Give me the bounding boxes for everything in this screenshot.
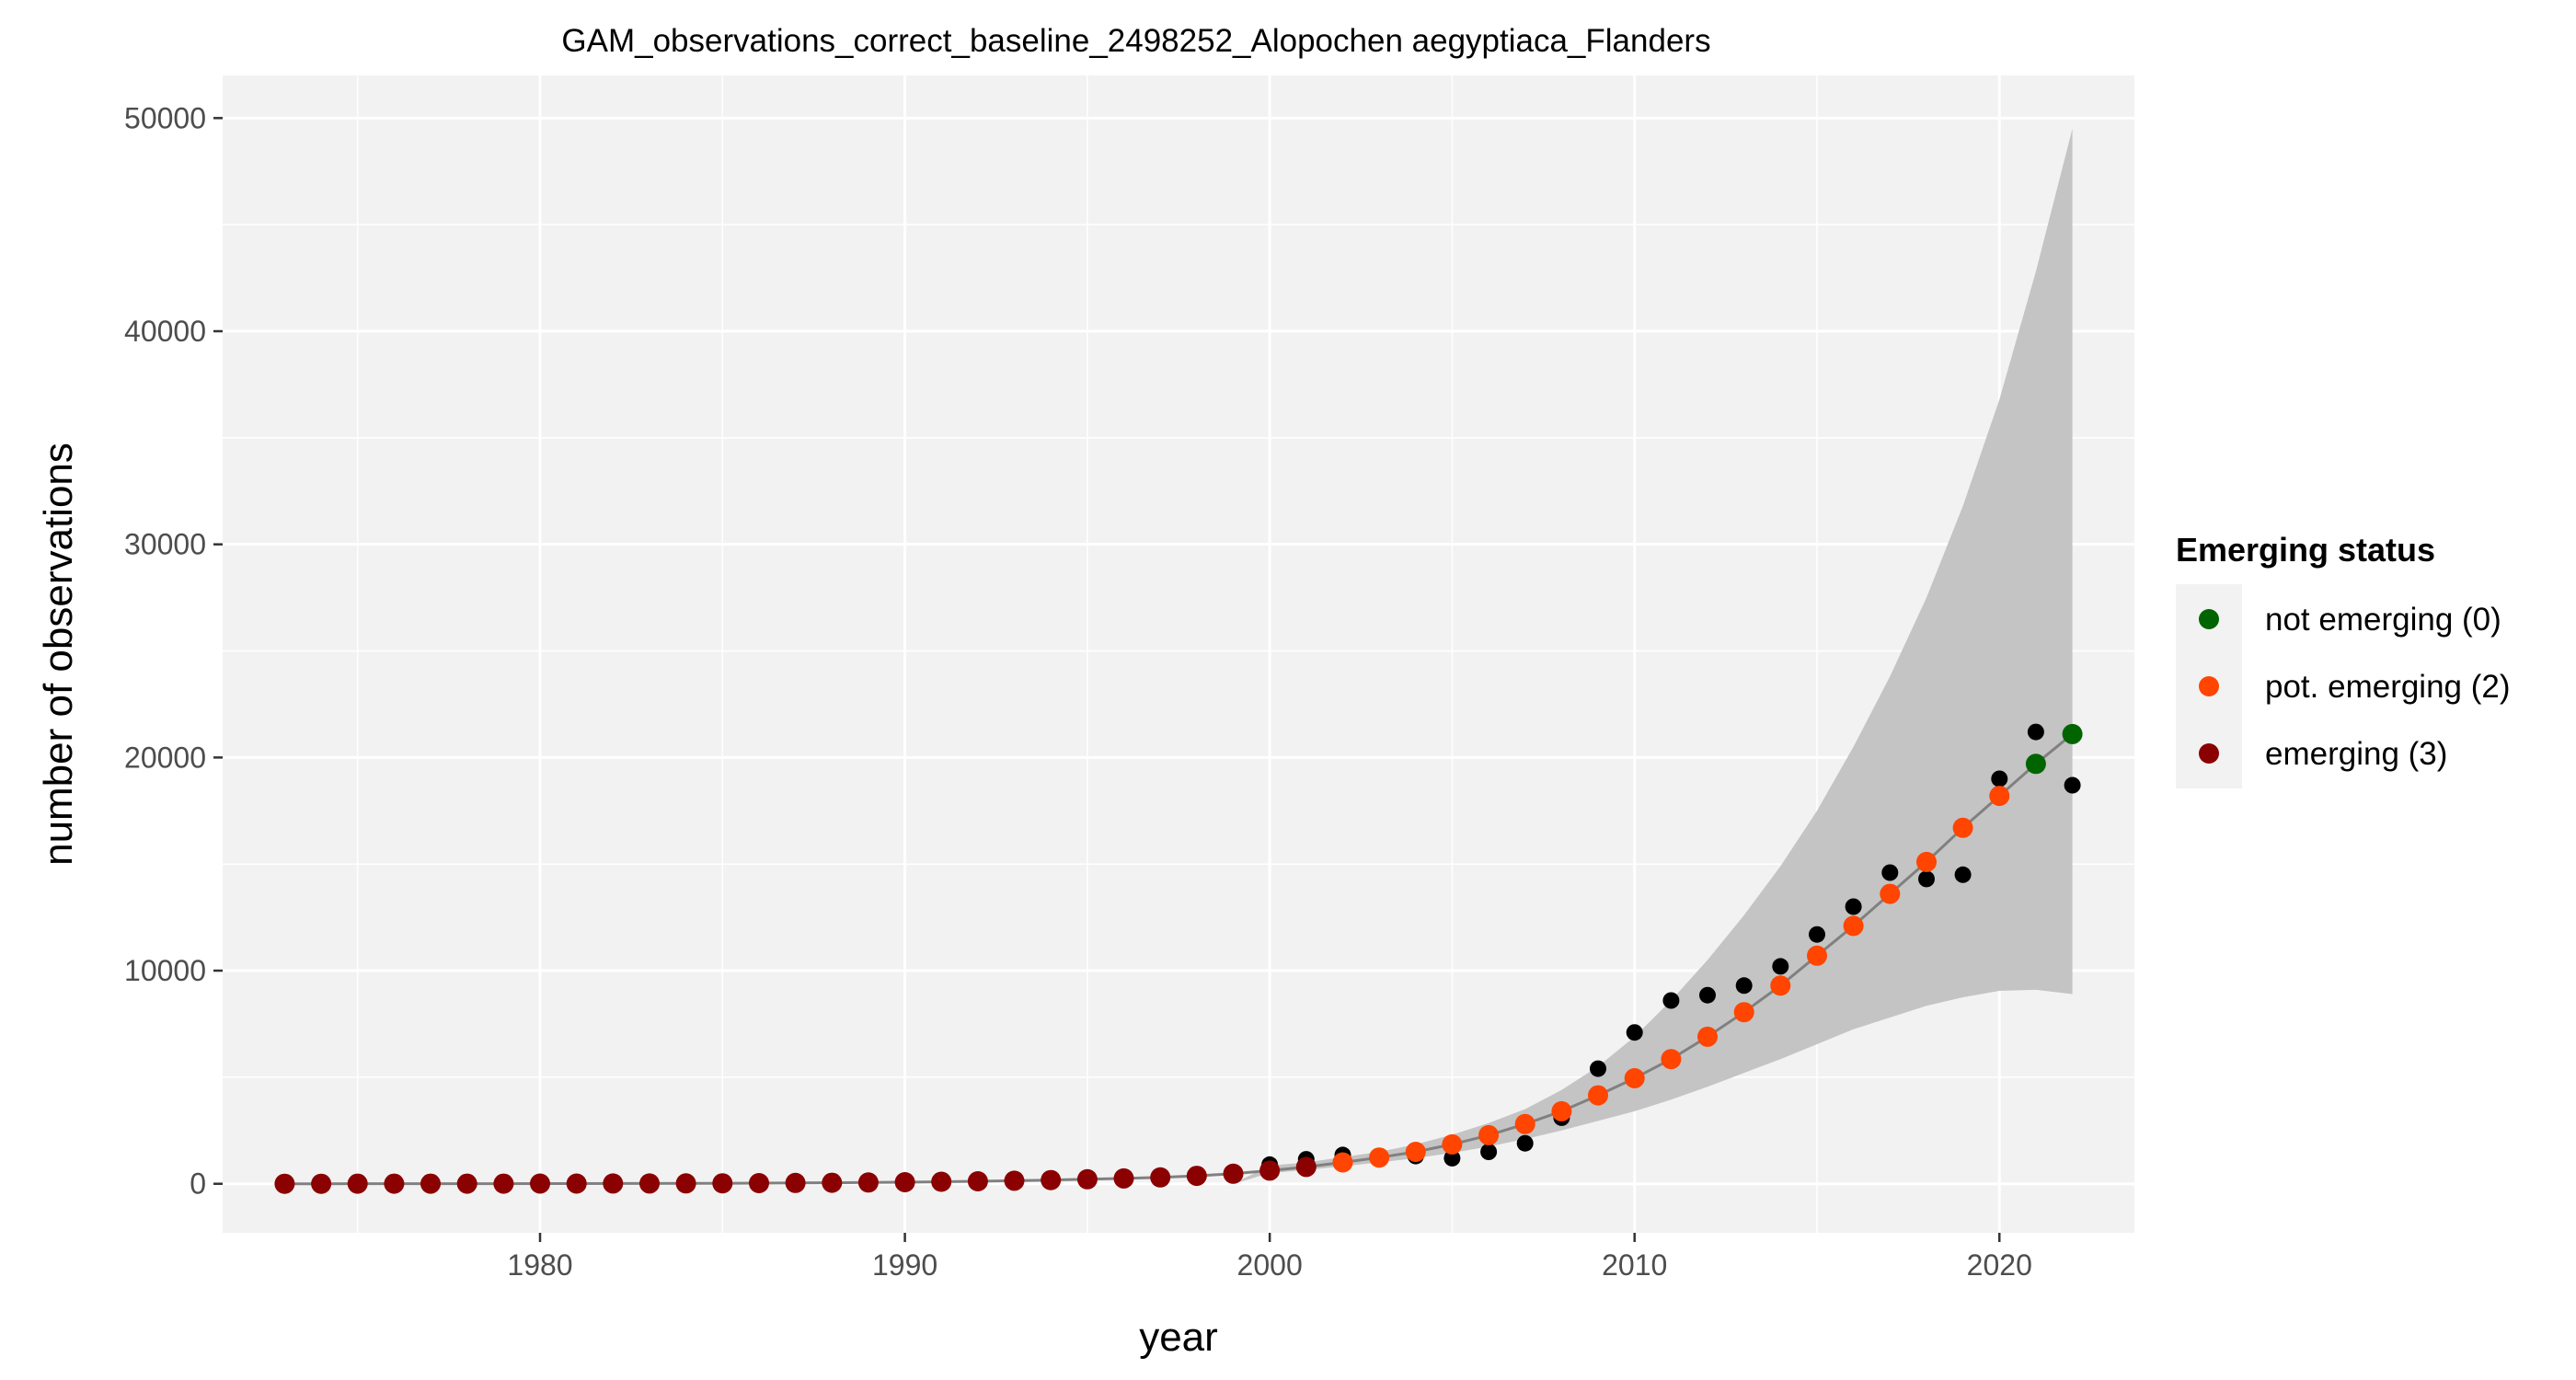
fitted-point bbox=[1113, 1167, 1134, 1189]
fitted-point bbox=[1916, 851, 1937, 872]
fitted-point bbox=[1259, 1160, 1281, 1181]
fitted-point bbox=[1186, 1166, 1207, 1187]
fitted-point bbox=[1004, 1170, 1025, 1191]
fitted-point bbox=[1952, 817, 1973, 838]
fitted-point bbox=[1332, 1152, 1353, 1173]
fitted-point bbox=[1624, 1068, 1645, 1088]
fitted-point bbox=[1442, 1133, 1463, 1155]
fitted-point bbox=[456, 1173, 477, 1194]
fitted-point bbox=[420, 1173, 441, 1194]
observed-point bbox=[1991, 770, 2008, 788]
fitted-point bbox=[530, 1173, 550, 1194]
fitted-point bbox=[675, 1173, 696, 1194]
fitted-point bbox=[1369, 1147, 1390, 1168]
y-tick-label: 40000 bbox=[124, 315, 206, 348]
fitted-point bbox=[1551, 1100, 1572, 1121]
observed-point bbox=[2027, 723, 2044, 741]
observed-point bbox=[1954, 866, 1972, 883]
observed-point bbox=[1772, 958, 1789, 975]
legend: Emerging status not emerging (0) pot. em… bbox=[2176, 531, 2511, 788]
x-tick-label: 2020 bbox=[1967, 1248, 2032, 1282]
y-tick-label: 20000 bbox=[124, 741, 206, 774]
legend-key-not-emerging bbox=[2199, 609, 2219, 629]
observed-point bbox=[1590, 1060, 1606, 1077]
fitted-point bbox=[749, 1173, 769, 1193]
fitted-point bbox=[639, 1173, 660, 1194]
fitted-point bbox=[2062, 723, 2083, 744]
fitted-point bbox=[311, 1173, 332, 1194]
fitted-point bbox=[2025, 753, 2046, 775]
observed-point bbox=[1480, 1144, 1498, 1160]
legend-label-not-emerging: not emerging (0) bbox=[2265, 602, 2501, 638]
fitted-point bbox=[967, 1171, 988, 1191]
observed-point bbox=[1809, 926, 1825, 943]
observed-point bbox=[1662, 992, 1680, 1009]
observed-point bbox=[1516, 1134, 1534, 1152]
fitted-point bbox=[1843, 915, 1864, 937]
x-tick-label: 2010 bbox=[1602, 1248, 1667, 1282]
x-axis-title: year bbox=[1139, 1315, 1218, 1360]
observed-point bbox=[1918, 870, 1935, 888]
legend-label-emerging: emerging (3) bbox=[2265, 736, 2447, 772]
legend-key-emerging bbox=[2199, 743, 2219, 764]
y-tick-label: 50000 bbox=[124, 101, 206, 134]
legend-key-pot-emerging bbox=[2199, 676, 2219, 696]
fitted-point bbox=[1150, 1167, 1171, 1188]
fitted-point bbox=[274, 1173, 295, 1194]
fitted-point bbox=[1807, 945, 1827, 966]
observed-point bbox=[1735, 977, 1753, 995]
fitted-point bbox=[1514, 1113, 1535, 1134]
fitted-point bbox=[1880, 883, 1901, 904]
fitted-point bbox=[1076, 1168, 1098, 1190]
x-axis-ticks: 1980 1990 2000 2010 2020 bbox=[507, 1233, 2032, 1282]
fitted-point bbox=[1041, 1169, 1062, 1190]
fitted-point bbox=[603, 1173, 624, 1194]
observed-point bbox=[1443, 1149, 1461, 1167]
fitted-point bbox=[1661, 1049, 1682, 1070]
x-tick-label: 1980 bbox=[507, 1248, 572, 1282]
observed-point bbox=[1845, 898, 1862, 915]
x-tick-label: 1990 bbox=[872, 1248, 937, 1282]
x-tick-label: 2000 bbox=[1237, 1248, 1303, 1282]
fitted-point bbox=[712, 1173, 733, 1194]
fitted-points-layer bbox=[274, 723, 2083, 1194]
observed-point bbox=[1699, 986, 1716, 1004]
fitted-point bbox=[857, 1172, 879, 1193]
fitted-point bbox=[1405, 1142, 1426, 1162]
y-tick-label: 30000 bbox=[124, 528, 206, 561]
fitted-point bbox=[1588, 1085, 1608, 1106]
fitted-point bbox=[1478, 1124, 1500, 1145]
fitted-point bbox=[1223, 1163, 1244, 1184]
y-tick-label: 10000 bbox=[124, 954, 206, 987]
legend-label-pot-emerging: pot. emerging (2) bbox=[2265, 669, 2511, 705]
plot-panel bbox=[223, 75, 2134, 1233]
fitted-point bbox=[1770, 975, 1791, 996]
fitted-point bbox=[566, 1173, 587, 1194]
fitted-point bbox=[1295, 1156, 1317, 1178]
y-axis-title: number of observations bbox=[36, 443, 81, 866]
observed-point bbox=[1626, 1024, 1643, 1041]
fitted-point bbox=[493, 1173, 514, 1194]
fitted-point bbox=[785, 1172, 806, 1193]
fitted-point bbox=[1697, 1026, 1718, 1047]
chart-title: GAM_observations_correct_baseline_249825… bbox=[561, 23, 1710, 59]
fitted-point bbox=[1989, 786, 2010, 807]
fitted-point bbox=[894, 1172, 915, 1192]
observed-point bbox=[1881, 864, 1899, 881]
y-tick-label: 0 bbox=[190, 1167, 206, 1201]
fitted-point bbox=[384, 1173, 405, 1194]
observed-point bbox=[2064, 776, 2081, 794]
fitted-point bbox=[931, 1171, 952, 1192]
y-axis-ticks: 0 10000 20000 30000 40000 50000 bbox=[124, 101, 223, 1201]
fitted-point bbox=[347, 1173, 368, 1194]
legend-title: Emerging status bbox=[2176, 531, 2435, 569]
fitted-point bbox=[822, 1172, 843, 1193]
fitted-point bbox=[1733, 1002, 1754, 1023]
